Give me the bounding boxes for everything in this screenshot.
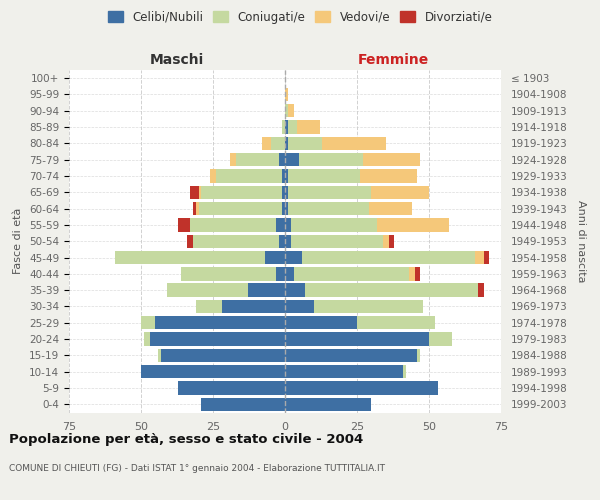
Bar [322,136,386,150]
Bar [363,153,421,166]
Y-axis label: Fasce di età: Fasce di età [13,208,23,274]
Bar [285,348,418,362]
Bar [167,284,248,297]
Bar [360,170,418,182]
Bar [285,316,357,330]
Bar [262,136,271,150]
Bar [277,267,285,280]
Bar [478,284,484,297]
Bar [285,251,302,264]
Bar [285,267,293,280]
Bar [288,120,296,134]
Bar [282,202,285,215]
Bar [288,202,368,215]
Bar [282,186,285,199]
Bar [202,398,285,411]
Bar [285,202,288,215]
Bar [291,234,383,248]
Bar [277,218,285,232]
Bar [190,218,277,232]
Bar [285,284,305,297]
Bar [141,365,285,378]
Bar [155,316,285,330]
Bar [144,332,149,346]
Bar [181,267,277,280]
Text: Popolazione per età, sesso e stato civile - 2004: Popolazione per età, sesso e stato civil… [9,432,363,446]
Bar [196,202,199,215]
Bar [302,251,475,264]
Bar [285,153,299,166]
Bar [141,316,155,330]
Bar [296,120,320,134]
Bar [285,300,314,313]
Bar [271,136,285,150]
Bar [202,186,282,199]
Bar [158,348,161,362]
Bar [484,251,490,264]
Bar [418,348,421,362]
Text: COMUNE DI CHIEUTI (FG) - Dati ISTAT 1° gennaio 2004 - Elaborazione TUTTITALIA.IT: COMUNE DI CHIEUTI (FG) - Dati ISTAT 1° g… [9,464,385,473]
Bar [285,382,437,394]
Bar [293,267,409,280]
Bar [187,234,193,248]
Bar [161,348,285,362]
Bar [265,251,285,264]
Bar [389,234,394,248]
Bar [210,170,216,182]
Bar [199,186,202,199]
Bar [199,202,282,215]
Bar [429,332,452,346]
Bar [178,218,190,232]
Bar [285,170,288,182]
Bar [285,120,288,134]
Bar [230,153,236,166]
Bar [285,398,371,411]
Bar [403,365,406,378]
Bar [248,284,285,297]
Bar [216,170,282,182]
Bar [221,300,285,313]
Bar [305,284,478,297]
Bar [288,136,322,150]
Bar [377,218,449,232]
Bar [314,300,423,313]
Bar [288,104,293,118]
Bar [357,316,435,330]
Y-axis label: Anni di nascita: Anni di nascita [575,200,586,282]
Bar [285,136,288,150]
Bar [149,332,285,346]
Bar [288,170,360,182]
Text: Femmine: Femmine [358,54,428,68]
Bar [196,300,221,313]
Bar [285,186,288,199]
Bar [409,267,415,280]
Bar [285,332,429,346]
Bar [285,104,288,118]
Bar [178,382,285,394]
Bar [288,186,371,199]
Bar [475,251,484,264]
Bar [190,186,199,199]
Text: Maschi: Maschi [150,54,204,68]
Bar [299,153,363,166]
Bar [371,186,429,199]
Bar [279,234,285,248]
Bar [285,365,403,378]
Bar [285,88,288,101]
Legend: Celibi/Nubili, Coniugati/e, Vedovi/e, Divorziati/e: Celibi/Nubili, Coniugati/e, Vedovi/e, Di… [103,6,497,28]
Bar [236,153,279,166]
Bar [285,218,291,232]
Bar [115,251,265,264]
Bar [282,120,285,134]
Bar [415,267,421,280]
Bar [279,153,285,166]
Bar [193,234,279,248]
Bar [282,170,285,182]
Bar [368,202,412,215]
Bar [383,234,389,248]
Bar [291,218,377,232]
Bar [193,202,196,215]
Bar [285,234,291,248]
